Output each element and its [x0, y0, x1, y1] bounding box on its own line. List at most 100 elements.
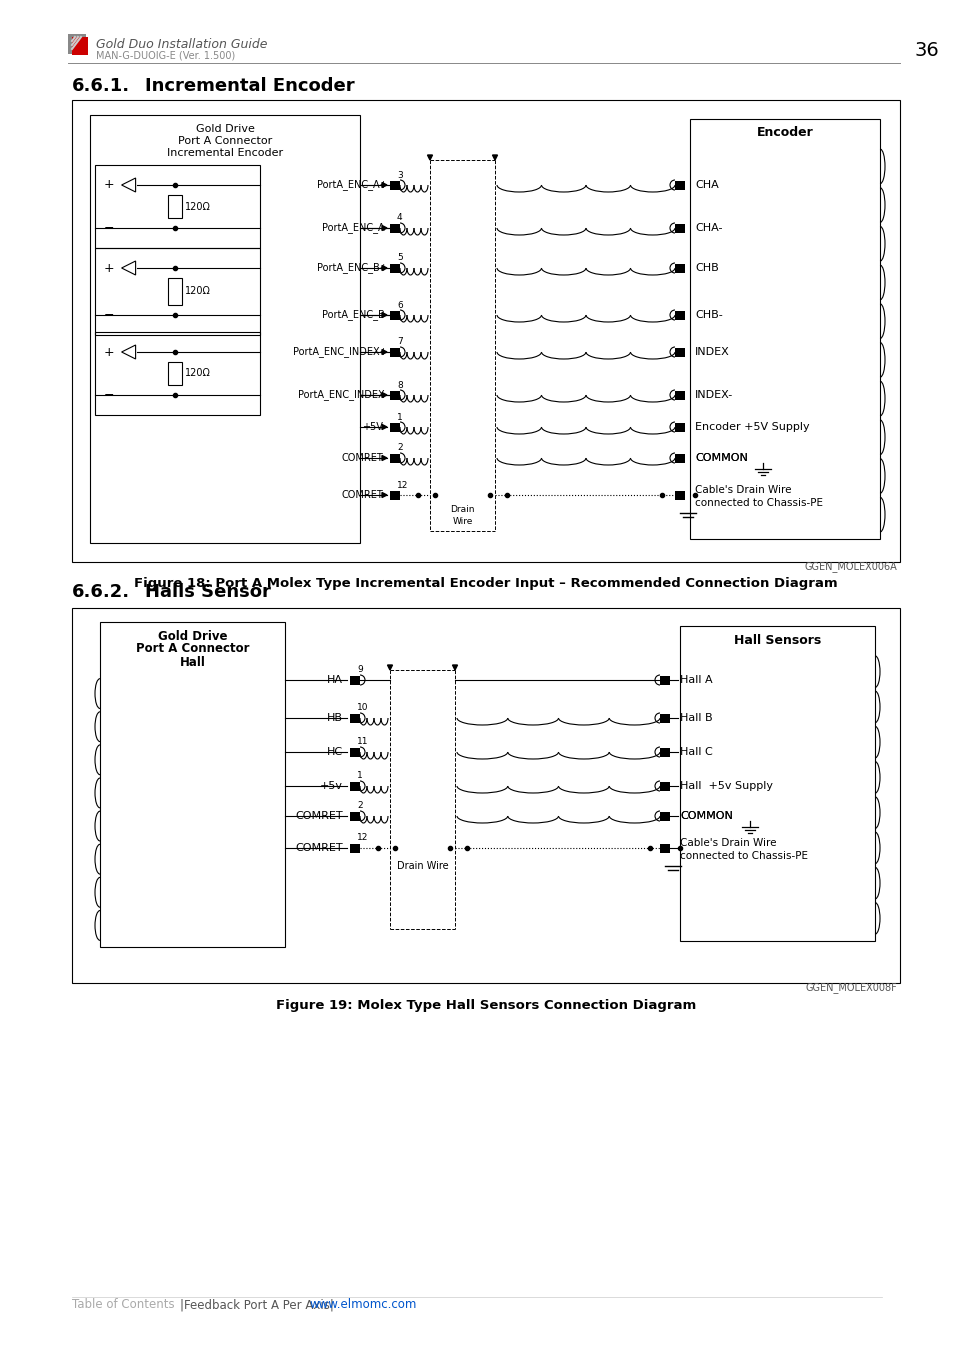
Text: Hall: Hall: [179, 656, 205, 668]
Bar: [659, 714, 669, 722]
Bar: [350, 782, 359, 791]
Text: Hall B: Hall B: [679, 713, 712, 724]
Bar: [350, 748, 359, 756]
Text: −: −: [104, 389, 114, 401]
Bar: [168, 194, 182, 217]
Bar: [350, 844, 359, 852]
Polygon shape: [381, 266, 387, 270]
Polygon shape: [381, 225, 387, 231]
Bar: [659, 748, 669, 756]
Text: 5: 5: [396, 254, 402, 262]
Bar: [675, 454, 684, 463]
Bar: [350, 675, 359, 684]
Bar: [659, 782, 669, 791]
Text: 120Ω: 120Ω: [185, 369, 211, 378]
Text: Drain Wire: Drain Wire: [396, 861, 448, 871]
Text: Wire: Wire: [452, 517, 472, 525]
Text: COMMON: COMMON: [679, 811, 732, 821]
Text: www.elmomc.com: www.elmomc.com: [310, 1299, 416, 1311]
Bar: [390, 263, 399, 273]
Bar: [390, 181, 399, 189]
Text: COMRET: COMRET: [341, 454, 382, 463]
Bar: [95, 248, 260, 335]
Text: GGEN_MOLEX006A: GGEN_MOLEX006A: [803, 562, 896, 572]
Text: 6.6.1.: 6.6.1.: [71, 77, 130, 95]
Bar: [168, 278, 182, 305]
Polygon shape: [381, 393, 387, 397]
Text: Encoder: Encoder: [756, 127, 813, 139]
Text: PortA_ENC_INDEX+: PortA_ENC_INDEX+: [294, 347, 388, 358]
Text: COMMON: COMMON: [679, 811, 732, 821]
Text: Hall A: Hall A: [679, 675, 712, 684]
Text: −: −: [104, 221, 114, 235]
Text: 4: 4: [396, 213, 402, 223]
Bar: [390, 423, 399, 432]
Text: PortA_ENC_B-: PortA_ENC_B-: [321, 309, 388, 320]
Bar: [71, 36, 88, 55]
Text: Table of Contents: Table of Contents: [71, 1299, 174, 1311]
Polygon shape: [452, 666, 457, 670]
Text: +5V: +5V: [362, 423, 382, 432]
Text: 12: 12: [356, 833, 368, 842]
Bar: [675, 224, 684, 232]
Text: 1: 1: [396, 413, 402, 421]
Text: 120Ω: 120Ω: [185, 201, 211, 212]
Text: 7: 7: [396, 338, 402, 347]
Text: COMMON: COMMON: [695, 454, 747, 463]
Bar: [95, 332, 260, 414]
Text: Cable's Drain Wire: Cable's Drain Wire: [679, 838, 776, 848]
Bar: [675, 181, 684, 189]
Polygon shape: [381, 350, 387, 355]
Text: CHB-: CHB-: [695, 310, 722, 320]
Text: Gold Drive: Gold Drive: [195, 124, 254, 134]
Bar: [675, 310, 684, 320]
Text: MAN-G-DUOIG-E (Ver. 1.500): MAN-G-DUOIG-E (Ver. 1.500): [96, 50, 235, 59]
Text: HA: HA: [327, 675, 343, 684]
Text: 120Ω: 120Ω: [185, 286, 211, 297]
Bar: [675, 390, 684, 400]
Text: 8: 8: [396, 381, 402, 390]
Text: HB: HB: [327, 713, 343, 724]
Text: |Feedback Port A Per Axis|: |Feedback Port A Per Axis|: [180, 1299, 334, 1311]
Text: PortA_ENC_A+: PortA_ENC_A+: [317, 180, 388, 190]
Bar: [90, 115, 359, 543]
Text: 6.6.2.: 6.6.2.: [71, 583, 130, 601]
Bar: [71, 100, 899, 562]
Text: COMRET: COMRET: [295, 842, 343, 853]
Text: connected to Chassis-PE: connected to Chassis-PE: [679, 850, 807, 861]
Bar: [390, 390, 399, 400]
Text: GGEN_MOLEX008F: GGEN_MOLEX008F: [804, 983, 896, 994]
Text: Gold Duo Installation Guide: Gold Duo Installation Guide: [96, 38, 267, 50]
Text: Cable's Drain Wire: Cable's Drain Wire: [695, 485, 791, 495]
Text: +: +: [104, 178, 114, 192]
Text: Drain: Drain: [450, 505, 475, 514]
Bar: [675, 490, 684, 500]
Text: PortA_ENC_INDEX-: PortA_ENC_INDEX-: [298, 390, 388, 401]
Polygon shape: [381, 455, 387, 460]
Polygon shape: [427, 155, 432, 161]
Bar: [659, 844, 669, 852]
Bar: [390, 224, 399, 232]
Polygon shape: [387, 666, 392, 670]
Text: connected to Chassis-PE: connected to Chassis-PE: [695, 498, 822, 508]
Text: Port A Connector: Port A Connector: [135, 643, 249, 656]
Text: CHB: CHB: [695, 263, 718, 273]
Bar: [100, 622, 285, 946]
Text: Incremental Encoder: Incremental Encoder: [167, 148, 283, 158]
Text: COMRET: COMRET: [295, 811, 343, 821]
Bar: [350, 714, 359, 722]
Text: COMRET: COMRET: [341, 490, 382, 500]
Text: 9: 9: [356, 666, 362, 675]
Text: CHA-: CHA-: [695, 223, 721, 234]
Text: 1: 1: [356, 771, 362, 780]
Text: Hall Sensors: Hall Sensors: [733, 633, 821, 647]
Text: 2: 2: [396, 444, 402, 452]
Bar: [68, 34, 86, 54]
Text: PortA_ENC_A-: PortA_ENC_A-: [322, 223, 388, 234]
Polygon shape: [381, 312, 387, 317]
Text: Figure 18: Port A Molex Type Incremental Encoder Input – Recommended Connection : Figure 18: Port A Molex Type Incremental…: [134, 578, 837, 590]
Bar: [71, 608, 899, 983]
Bar: [679, 626, 874, 941]
Text: COMMON: COMMON: [695, 454, 747, 463]
Bar: [390, 490, 399, 500]
